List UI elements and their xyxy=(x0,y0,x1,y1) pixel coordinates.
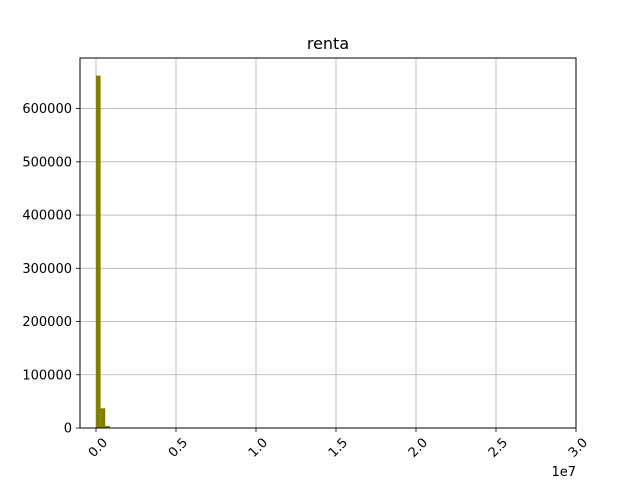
x-tick-label: 1.5 xyxy=(326,435,351,460)
y-tick-label: 500000 xyxy=(22,155,72,170)
x-tick-label: 0.5 xyxy=(166,435,191,460)
x-axis-offset-label: 1e7 xyxy=(551,465,576,480)
x-axis-ticks: 0.0 0.5 1.0 1.5 2.0 2.5 3.0 xyxy=(86,428,591,461)
y-tick-label: 300000 xyxy=(22,262,72,277)
plot-area-frame xyxy=(79,57,577,429)
x-tick-label: 0.0 xyxy=(86,435,111,460)
y-tick-label: 0 xyxy=(64,422,72,437)
y-tick-label: 400000 xyxy=(22,209,72,224)
x-tick-label: 2.0 xyxy=(406,435,431,460)
axes xyxy=(79,57,577,429)
chart-title: renta xyxy=(307,34,349,53)
histogram-bar xyxy=(96,75,101,428)
grid-lines xyxy=(80,58,577,429)
histogram-bar xyxy=(100,408,106,428)
x-tick-label: 1.0 xyxy=(246,435,271,460)
y-tick-label: 600000 xyxy=(22,102,72,117)
y-axis-ticks: 0 100000 200000 300000 400000 500000 600000 xyxy=(22,102,80,437)
y-tick-label: 100000 xyxy=(22,368,72,383)
y-tick-label: 200000 xyxy=(22,315,72,330)
x-tick-label: 3.0 xyxy=(566,435,591,460)
histogram-bar xyxy=(105,425,110,428)
x-tick-label: 2.5 xyxy=(486,435,511,460)
